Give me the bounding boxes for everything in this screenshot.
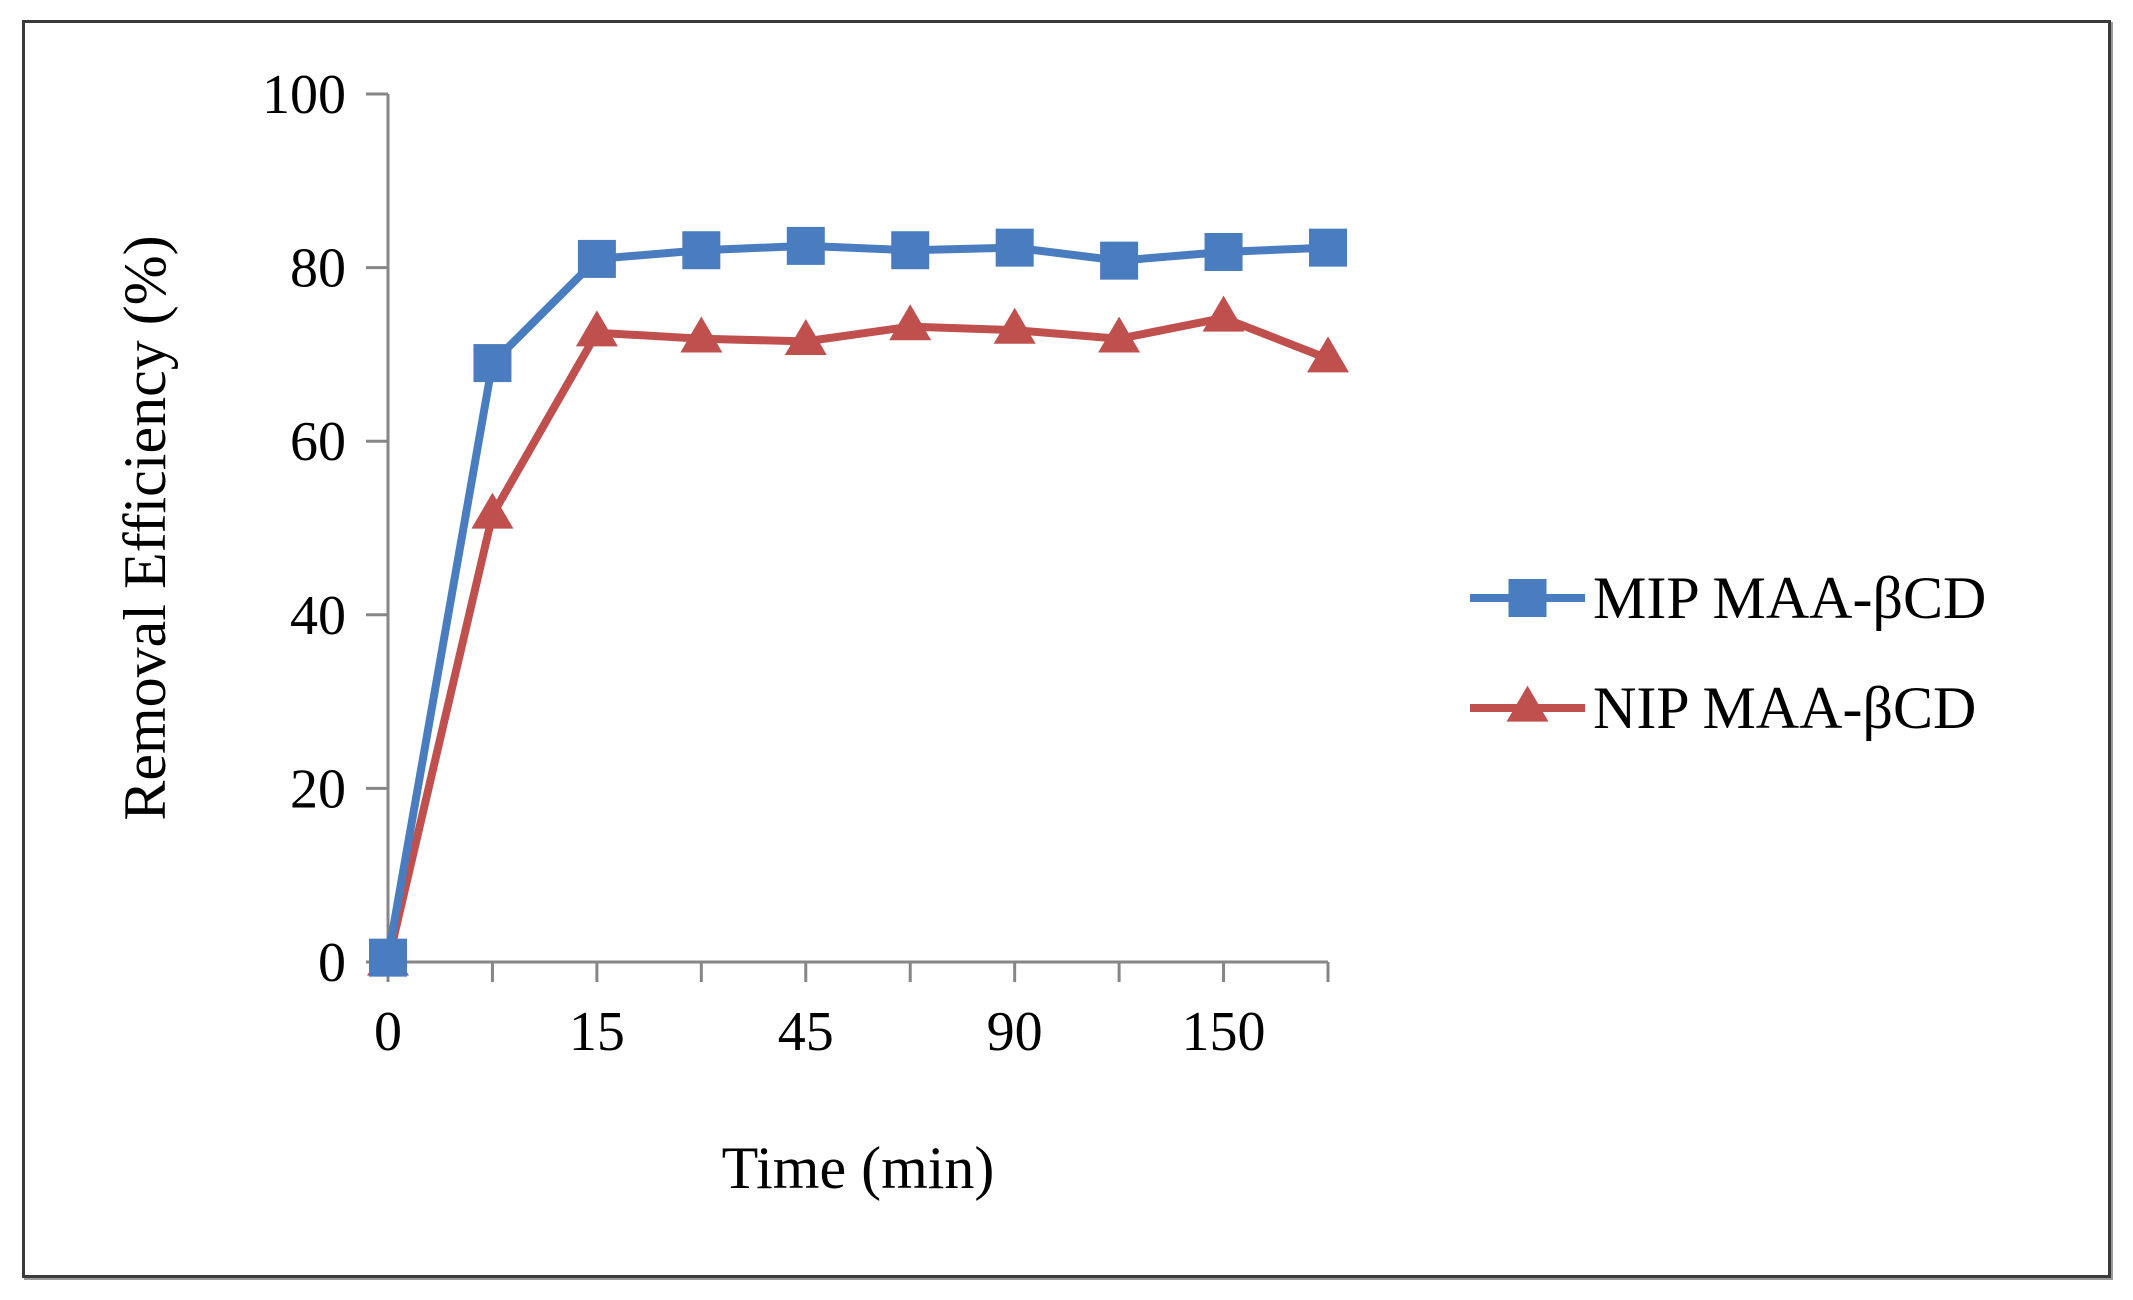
x-tick-label: 90 — [987, 1001, 1043, 1063]
mip-data-point — [577, 239, 616, 278]
mip-data-point — [995, 228, 1034, 267]
y-tick-label: 20 — [290, 758, 346, 820]
nip-data-point — [1098, 316, 1141, 353]
mip-data-point — [682, 231, 721, 270]
y-tick-label: 80 — [290, 238, 346, 300]
mip-data-point — [369, 938, 407, 977]
mip-data-point — [1309, 228, 1347, 267]
x-axis-title: Time (min) — [722, 1135, 995, 1201]
nip-data-point — [784, 319, 827, 356]
mip-data-point — [786, 226, 825, 265]
mip-data-point — [891, 231, 930, 270]
x-tick-label: 150 — [1182, 1001, 1266, 1063]
nip-data-point — [889, 304, 932, 341]
mip-data-point — [1204, 232, 1243, 271]
y-tick-label: 40 — [290, 585, 346, 647]
y-tick-label: 60 — [290, 411, 346, 473]
nip-data-point — [993, 307, 1036, 344]
nip-data-point — [1307, 336, 1349, 373]
nip-data-point — [1202, 295, 1245, 332]
x-tick-label: 15 — [569, 1001, 625, 1063]
x-tick-label: 0 — [374, 1001, 402, 1063]
nip-data-point — [575, 310, 618, 347]
mip-data-point — [1100, 241, 1139, 280]
axes: 0 20 40 60 80 100 0 15 45 90 150 — [262, 64, 1330, 1063]
mip-series-line — [384, 241, 1329, 959]
nip-legend-entry: NIP MAA-βCD — [1470, 675, 1976, 741]
mip-series — [369, 226, 1347, 977]
series-layer — [367, 226, 1349, 977]
y-tick-label: 0 — [318, 932, 346, 994]
y-axis-title: Removal Efficiency (%) — [112, 235, 178, 820]
nip-series-line — [384, 313, 1330, 963]
y-tick-label: 100 — [262, 64, 346, 126]
mip-legend-entry: MIP MAA-βCD — [1470, 565, 1986, 631]
mip-data-point — [473, 344, 512, 383]
x-tick-label: 45 — [778, 1001, 834, 1063]
mip-legend-label: MIP MAA-βCD — [1593, 565, 1986, 631]
chart-frame — [22, 20, 2111, 1278]
nip-data-point — [680, 316, 723, 353]
nip-data-point — [471, 492, 514, 529]
mip-legend-marker — [1508, 579, 1547, 617]
nip-series — [367, 295, 1349, 976]
nip-legend-marker — [1506, 685, 1549, 722]
legend: MIP MAA-βCD NIP MAA-βCD — [1470, 565, 1986, 741]
nip-legend-label: NIP MAA-βCD — [1593, 675, 1976, 741]
